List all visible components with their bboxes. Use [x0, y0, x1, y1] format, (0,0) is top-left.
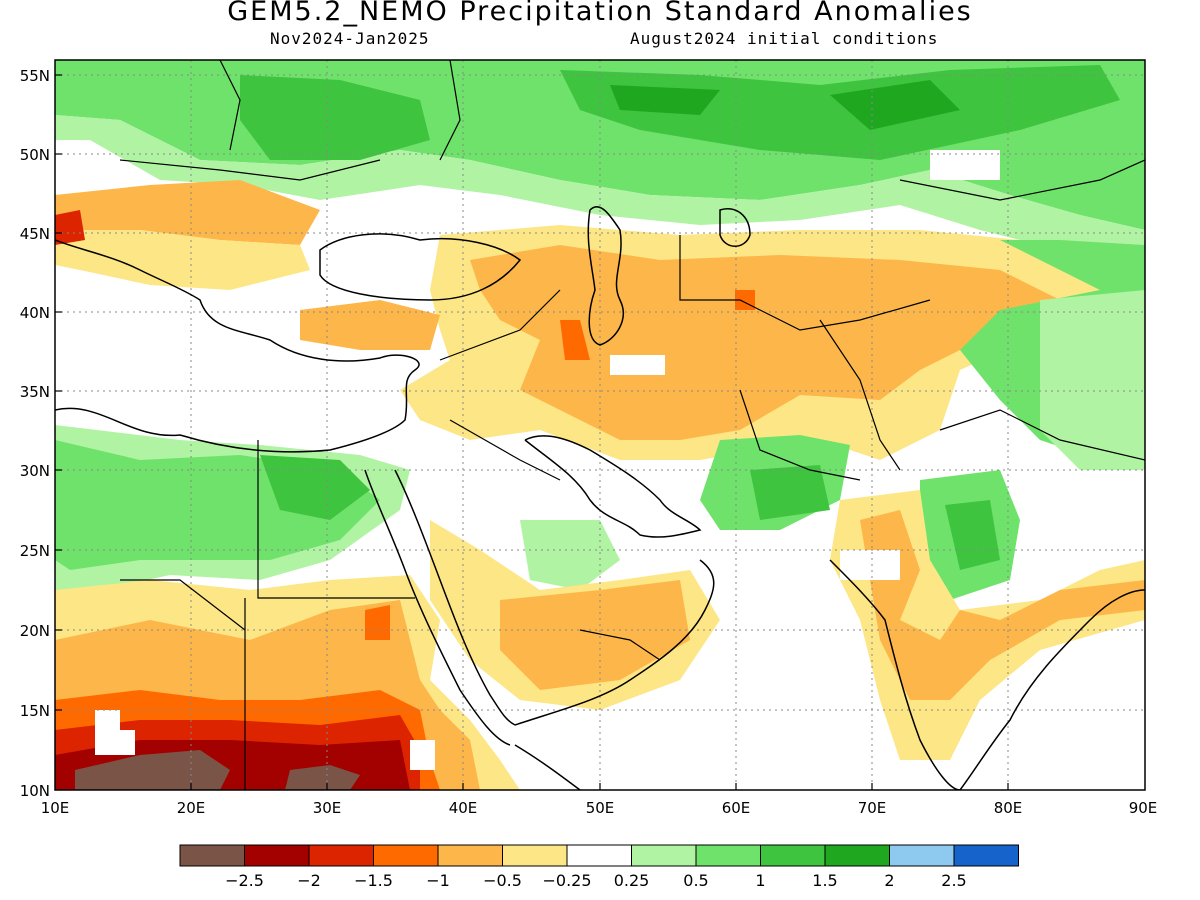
- colorbar-label: −1: [426, 871, 450, 890]
- axis-ticks: [55, 74, 1009, 790]
- colorbar: [179, 844, 1019, 867]
- india-coast: [829, 559, 1145, 790]
- colorbar-swatch: [566, 844, 632, 867]
- colorbar-swatch: [953, 844, 1019, 867]
- masked-cell: [95, 710, 135, 755]
- lat-tick-label: 35N: [20, 383, 50, 401]
- europe-yellow-band: [55, 230, 310, 290]
- colorbar-label: 2.5: [941, 871, 966, 890]
- colorbar-swatch: [824, 844, 890, 867]
- east-lightgreen: [1040, 290, 1145, 470]
- lat-tick-label: 50N: [20, 146, 50, 164]
- black-sea-outline: [319, 233, 522, 301]
- colorbar-label: 0.25: [614, 871, 650, 890]
- north-midgreen-core: [560, 65, 1120, 160]
- colorbar-label: 1.5: [812, 871, 837, 890]
- lon-axis-labels: 10E 20E 30E 40E 50E 60E 70E 80E 90E: [41, 799, 1158, 817]
- red-sea-coast-west: [364, 469, 511, 746]
- colorbar-swatch: [695, 844, 761, 867]
- arabia-south-coast: [514, 559, 715, 726]
- colorbar-labels: −2.5 −2 −1.5 −1 −0.5 −0.25 0.25 0.5 1 1.5 2 2.5: [225, 871, 967, 890]
- colorbar-label: 2: [884, 871, 894, 890]
- colorbar-label: −1.5: [354, 871, 393, 890]
- lon-tick-label: 80E: [994, 799, 1023, 817]
- lat-tick-label: 55N: [20, 67, 50, 85]
- colorbar-swatch: [760, 844, 826, 867]
- anomaly-field: [55, 60, 1145, 790]
- north-midgreen-core: [240, 75, 430, 160]
- lon-tick-label: 40E: [449, 799, 478, 817]
- forecast-period: Nov2024-Jan2025: [270, 29, 430, 48]
- aral-sea-outline: [719, 208, 751, 247]
- arabia-lightgreen: [520, 520, 620, 590]
- lon-tick-label: 10E: [41, 799, 70, 817]
- mediterranean-coast: [55, 239, 420, 453]
- grid: [55, 60, 1145, 790]
- masked-cell: [410, 740, 435, 770]
- lat-tick-label: 10N: [20, 782, 50, 800]
- colorbar-swatch: [179, 844, 245, 867]
- persian-gulf-coast: [524, 435, 702, 538]
- lat-tick-label: 15N: [20, 702, 50, 720]
- lat-tick-label: 25N: [20, 542, 50, 560]
- sudan-orange-spot: [365, 605, 390, 640]
- india-midgreen: [945, 500, 1000, 570]
- lat-tick-label: 40N: [20, 304, 50, 322]
- north-darkgreen-core: [830, 80, 960, 130]
- red-sea-coast-east: [394, 469, 516, 726]
- colorbar-swatch: [244, 844, 310, 867]
- colorbar-label: 1: [755, 871, 765, 890]
- somalia-coast: [514, 744, 581, 790]
- caspian-sea-outline: [587, 206, 624, 346]
- colorbar-label: 0.5: [683, 871, 708, 890]
- coastlines: [55, 206, 1145, 790]
- colorbar-swatch: [631, 844, 697, 867]
- colorbar-swatch: [308, 844, 374, 867]
- north-darkgreen-core: [610, 85, 720, 115]
- lat-axis-labels: 55N 50N 45N 40N 35N 30N 25N 20N 15N 10N: [20, 67, 50, 800]
- lat-tick-label: 20N: [20, 622, 50, 640]
- masked-cell: [930, 150, 1000, 180]
- sahel-brown: [285, 765, 360, 790]
- initial-conditions: August2024 initial conditions: [630, 29, 939, 48]
- lon-tick-label: 70E: [858, 799, 887, 817]
- lat-tick-label: 45N: [20, 225, 50, 243]
- colorbar-label: −0.25: [542, 871, 591, 890]
- colorbar-label: −0.5: [483, 871, 522, 890]
- lon-tick-label: 60E: [722, 799, 751, 817]
- colorbar-swatch: [502, 844, 568, 867]
- masked-cell: [610, 355, 665, 375]
- europe-orange-band: [55, 180, 320, 245]
- colorbar-swatch: [437, 844, 503, 867]
- lon-tick-label: 20E: [177, 799, 206, 817]
- map-title: GEM5.2_NEMO Precipitation Standard Anoma…: [227, 0, 973, 27]
- lon-tick-label: 90E: [1129, 799, 1158, 817]
- colorbar-label: −2: [297, 871, 321, 890]
- colorbar-swatch: [373, 844, 439, 867]
- pakistan-midgreen: [750, 465, 830, 520]
- lon-tick-label: 50E: [586, 799, 615, 817]
- lon-tick-label: 30E: [313, 799, 342, 817]
- country-borders: [119, 60, 1145, 790]
- colorbar-label: −2.5: [225, 871, 264, 890]
- colorbar-swatch: [889, 844, 955, 867]
- arabia-orange: [500, 580, 690, 690]
- india-orange: [860, 510, 1145, 700]
- north-africa-midgreen: [260, 455, 370, 520]
- italy-red-spot: [55, 210, 85, 245]
- lat-tick-label: 30N: [20, 462, 50, 480]
- masked-cell: [840, 550, 900, 580]
- iran-orange-spot: [560, 320, 590, 360]
